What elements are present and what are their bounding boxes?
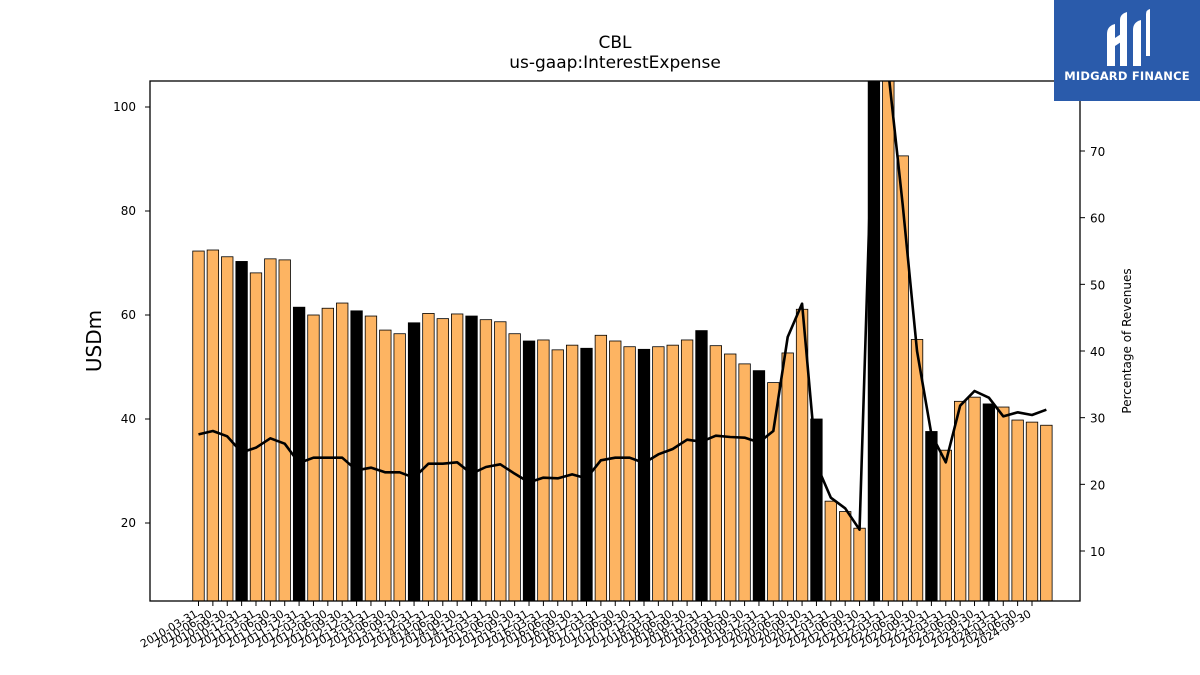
bar xyxy=(824,500,837,601)
bar xyxy=(479,319,493,601)
bar xyxy=(652,346,665,601)
bar xyxy=(1025,421,1039,601)
y2-tick-label: 10 xyxy=(1090,545,1105,559)
bar xyxy=(465,315,478,601)
bar xyxy=(925,431,938,601)
bar xyxy=(321,307,334,601)
bar-group xyxy=(192,81,1053,601)
bar xyxy=(451,313,464,601)
bar xyxy=(249,272,263,601)
midgard-finance-logo: MIDGARD FINANCE xyxy=(1054,0,1200,101)
bar xyxy=(1011,419,1024,601)
bar xyxy=(896,155,909,601)
bar xyxy=(752,370,766,601)
chart-title: CBL xyxy=(598,33,632,53)
y-tick-label: 40 xyxy=(121,412,136,426)
y-tick-label: 80 xyxy=(121,204,136,218)
bar xyxy=(264,258,277,601)
y2-tick-label: 40 xyxy=(1090,345,1105,359)
bar xyxy=(939,449,952,601)
y-tick-label: 100 xyxy=(113,100,136,114)
bar xyxy=(1040,424,1053,601)
bar xyxy=(637,348,651,601)
bar xyxy=(336,302,349,601)
bar xyxy=(364,315,378,601)
bar xyxy=(580,347,593,601)
bar xyxy=(623,346,636,601)
bar xyxy=(379,329,392,601)
bar xyxy=(709,345,722,601)
y2-tick-label: 50 xyxy=(1090,278,1105,292)
y-axis-left: 20 40 60 80 100 xyxy=(113,100,150,530)
bar xyxy=(609,340,622,601)
bar xyxy=(853,527,866,601)
bar xyxy=(292,306,306,601)
y2-tick-label: 20 xyxy=(1090,478,1105,492)
chart-subtitle: us-gaap:InterestExpense xyxy=(509,53,721,73)
y2-axis-label: Percentage of Revenues xyxy=(1120,268,1134,413)
bar xyxy=(781,352,794,601)
bar xyxy=(436,318,449,601)
bar xyxy=(393,333,406,601)
bar xyxy=(350,310,363,601)
line-group xyxy=(198,81,1047,531)
bar xyxy=(206,249,220,601)
bar xyxy=(407,322,421,601)
bar xyxy=(724,353,737,601)
bar xyxy=(666,344,679,601)
bar xyxy=(767,382,780,601)
bar xyxy=(968,396,981,601)
bar xyxy=(221,256,234,601)
bar xyxy=(954,400,967,601)
y-tick-label: 20 xyxy=(121,516,136,530)
bar xyxy=(810,418,823,601)
y-tick-label: 60 xyxy=(121,308,136,322)
y-axis-right: 10 20 30 40 50 60 70 xyxy=(1080,145,1105,559)
bar xyxy=(522,340,536,601)
bar xyxy=(839,511,852,601)
bar xyxy=(695,330,708,601)
bar xyxy=(278,259,291,601)
bar xyxy=(982,403,996,601)
bar xyxy=(882,81,895,601)
bar xyxy=(537,339,550,601)
bar xyxy=(551,349,564,601)
bar xyxy=(594,334,608,601)
bar xyxy=(508,333,521,601)
y2-tick-label: 60 xyxy=(1090,212,1105,226)
y2-tick-label: 30 xyxy=(1090,412,1105,426)
bar xyxy=(192,250,205,601)
logo-name: MIDGARD FINANCE xyxy=(1064,69,1190,83)
y-axis-label: USDm xyxy=(82,310,106,372)
series-line xyxy=(198,81,1047,531)
bar xyxy=(867,81,881,601)
x-axis: 2010-03-312010-06-302010-09-302010-12-31… xyxy=(138,601,1034,651)
bar xyxy=(494,321,507,601)
bar xyxy=(738,363,751,601)
bar xyxy=(235,261,248,601)
logo-mark-icon xyxy=(1107,9,1150,66)
bar xyxy=(422,313,435,601)
bar xyxy=(680,339,694,601)
bar xyxy=(997,406,1010,601)
y2-tick-label: 70 xyxy=(1090,145,1105,159)
